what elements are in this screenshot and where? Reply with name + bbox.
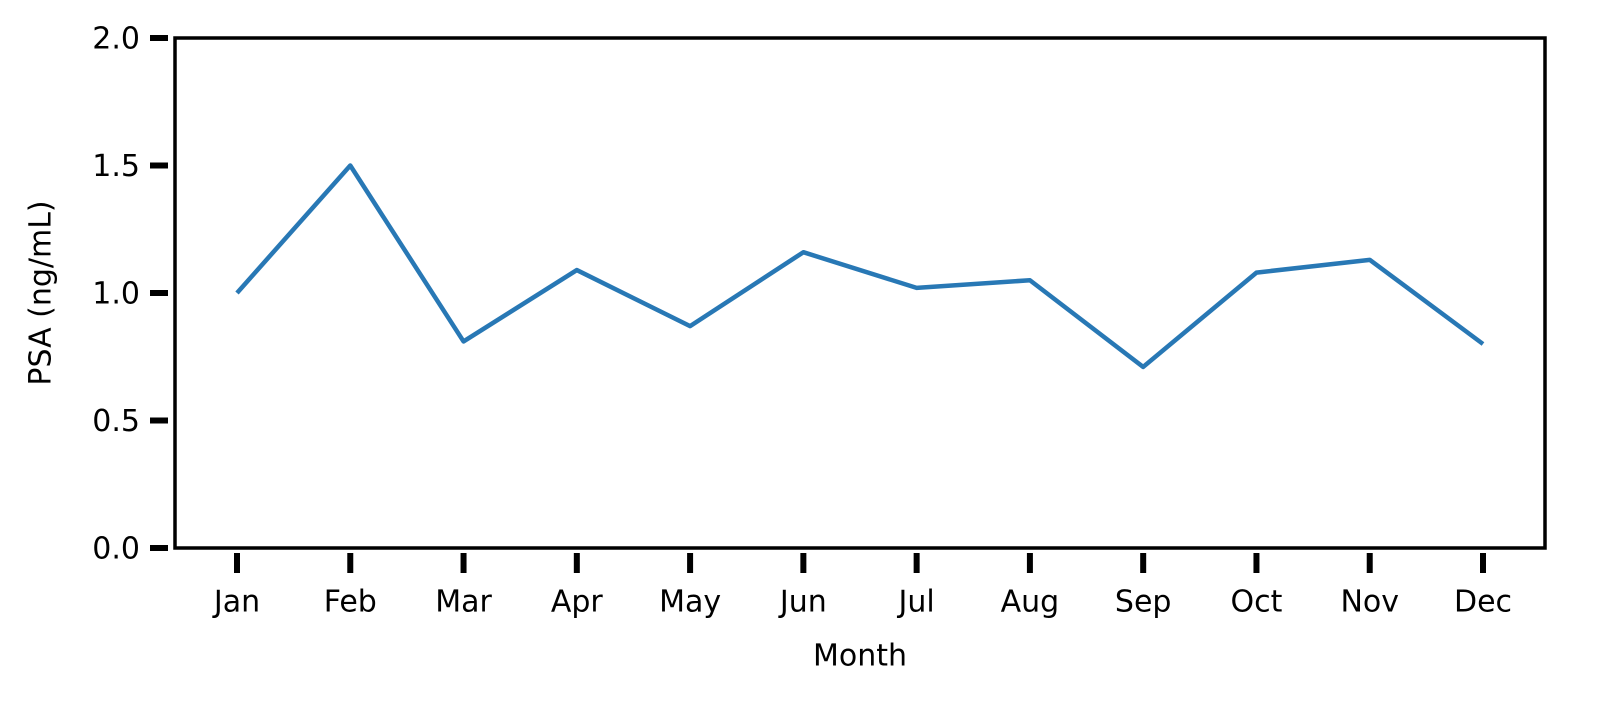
x-tick-label: Mar [435, 585, 492, 620]
y-tick-label: 2.0 [92, 22, 140, 57]
plot-frame [173, 36, 1547, 550]
x-tick-label: Apr [551, 585, 604, 620]
y-tick-label: 0.5 [92, 404, 140, 439]
x-tick-label: Jun [778, 585, 827, 620]
x-tick-label: Feb [324, 585, 377, 620]
x-tick-label: Dec [1454, 585, 1512, 620]
x-tick-label: Jan [212, 585, 260, 620]
x-axis-label: Month [813, 639, 907, 674]
y-tick-label: 1.0 [92, 277, 140, 312]
x-tick-label: Aug [1001, 585, 1060, 620]
x-tick-label: May [659, 585, 721, 620]
x-tick-label: Nov [1340, 585, 1399, 620]
x-tick-label: Sep [1115, 585, 1172, 620]
y-tick-label: 0.0 [92, 532, 140, 567]
y-tick-label: 1.5 [92, 149, 140, 184]
x-tick-label: Oct [1231, 585, 1283, 620]
y-axis-label: PSA (ng/mL) [24, 200, 59, 385]
data-line [235, 163, 1485, 370]
x-tick-label: Jul [897, 585, 935, 620]
